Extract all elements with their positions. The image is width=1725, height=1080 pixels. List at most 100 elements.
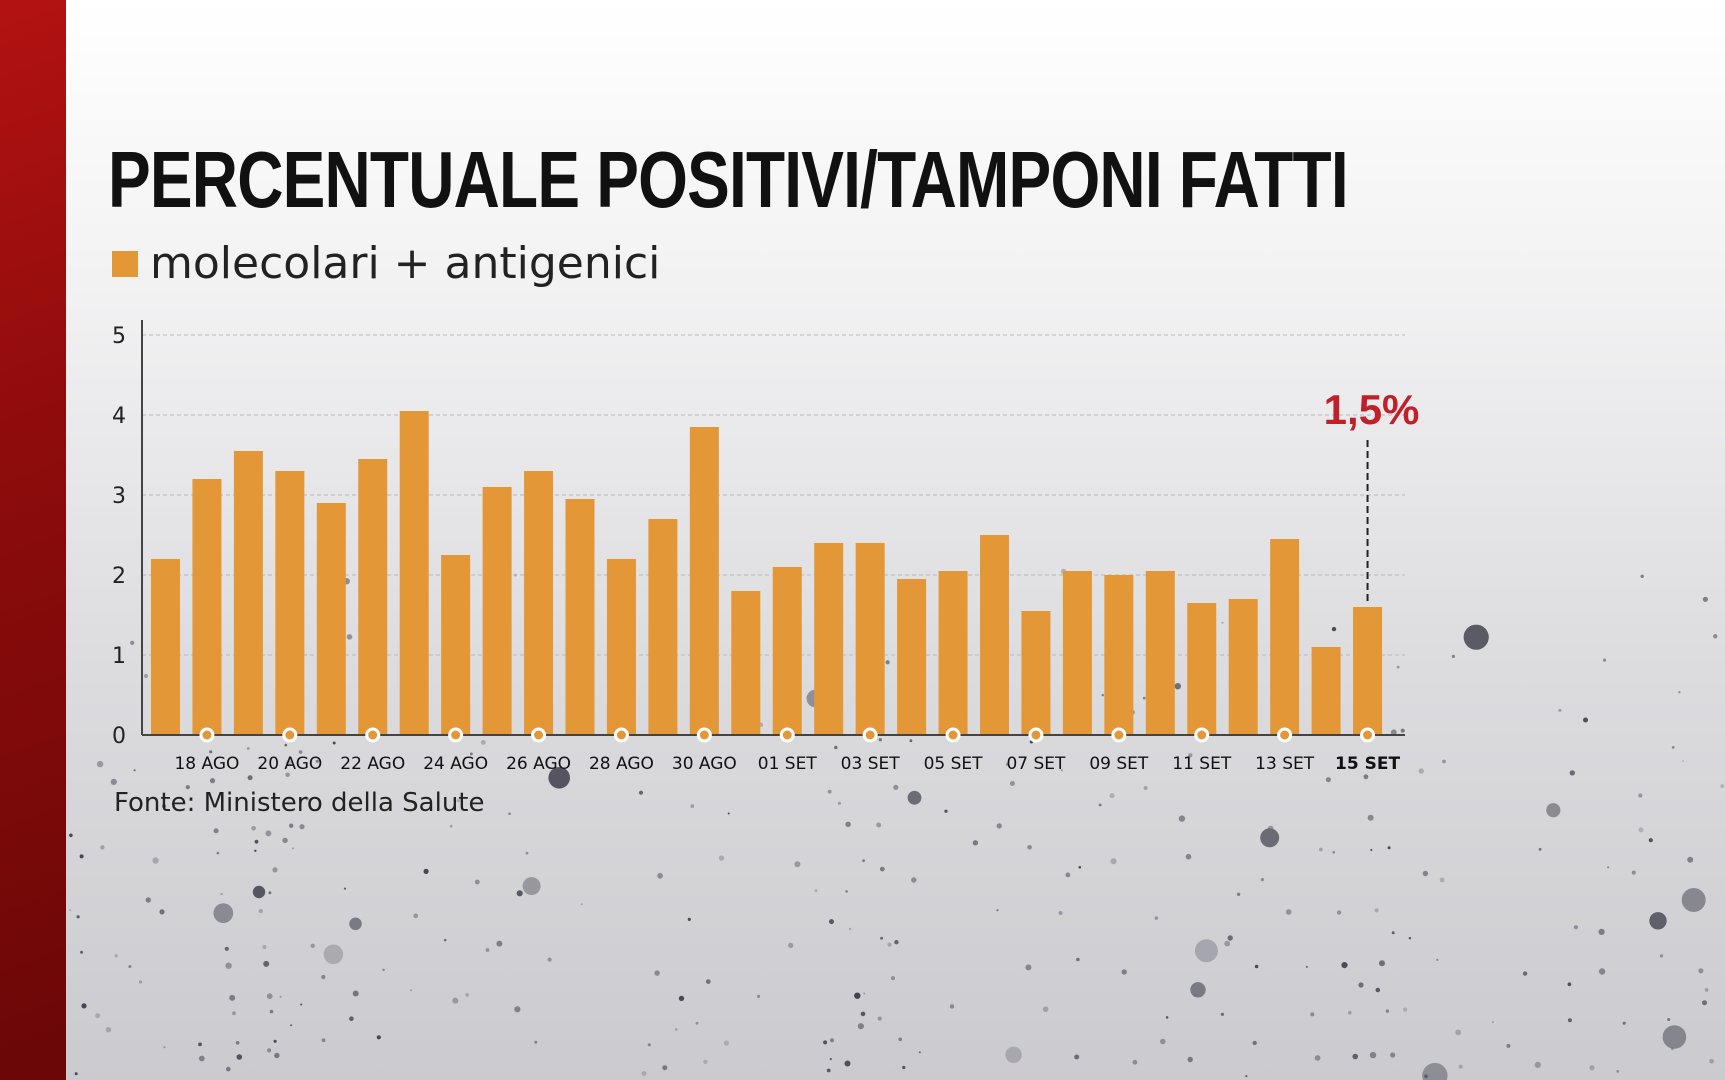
speckle xyxy=(1058,911,1063,915)
speckle xyxy=(409,989,413,992)
y-tick-label: 0 xyxy=(112,724,126,749)
speckle xyxy=(1422,1062,1448,1080)
speckle xyxy=(1702,1000,1707,1006)
speckle xyxy=(268,891,272,895)
speckle xyxy=(1667,1018,1671,1021)
speckle xyxy=(1558,708,1562,712)
x-tick-label: 28 AGO xyxy=(589,754,654,774)
speckle xyxy=(1252,1040,1257,1046)
bar xyxy=(316,503,346,735)
speckle xyxy=(996,909,999,912)
speckle xyxy=(1442,759,1446,764)
speckle xyxy=(641,1071,647,1076)
bar xyxy=(814,543,844,735)
speckle xyxy=(1078,866,1082,869)
speckle xyxy=(236,1054,243,1060)
speckle xyxy=(823,1040,828,1045)
speckle xyxy=(198,1055,205,1062)
speckle xyxy=(757,994,760,998)
bar xyxy=(441,555,471,735)
speckle xyxy=(788,942,794,949)
speckle xyxy=(1160,1038,1166,1045)
bar xyxy=(358,459,388,735)
speckle xyxy=(508,812,511,815)
speckle xyxy=(79,854,84,859)
bar xyxy=(192,479,222,735)
speckle xyxy=(161,804,167,809)
speckle xyxy=(1375,987,1381,993)
speckle xyxy=(1418,768,1425,774)
speckle xyxy=(705,979,711,984)
bar xyxy=(524,471,554,735)
speckle xyxy=(1648,838,1653,843)
speckle xyxy=(209,750,213,754)
y-tick-label: 1 xyxy=(112,644,126,669)
x-tick-marker xyxy=(1194,727,1210,743)
x-tick-marker xyxy=(365,727,381,743)
speckle xyxy=(1224,940,1231,947)
speckle xyxy=(548,767,570,789)
speckle xyxy=(690,804,695,808)
speckle xyxy=(1678,691,1681,694)
speckle xyxy=(1005,762,1010,767)
x-tick-marker xyxy=(1360,727,1376,743)
speckle xyxy=(845,821,851,827)
speckle xyxy=(269,1009,274,1014)
bar xyxy=(151,559,180,735)
speckle xyxy=(878,738,882,742)
bar xyxy=(1021,611,1051,735)
speckle xyxy=(1671,746,1675,749)
speckle xyxy=(1720,784,1725,788)
speckle xyxy=(323,944,344,965)
speckle xyxy=(894,940,899,945)
speckle xyxy=(657,872,663,879)
speckle xyxy=(443,938,447,942)
x-tick-label: 15 SET xyxy=(1335,754,1400,774)
speckle xyxy=(1110,858,1117,865)
speckle xyxy=(163,1046,166,1049)
speckle xyxy=(1709,1059,1714,1064)
bar xyxy=(1228,599,1258,735)
bar xyxy=(399,411,429,735)
speckle xyxy=(292,847,294,850)
speckle xyxy=(580,903,583,906)
speckle xyxy=(449,824,453,828)
speckle xyxy=(299,824,305,830)
speckle xyxy=(247,775,253,781)
speckle xyxy=(1227,935,1233,941)
speckle xyxy=(305,797,309,801)
speckle xyxy=(1458,1064,1463,1069)
bar xyxy=(1270,539,1300,735)
bar xyxy=(1187,603,1217,735)
speckle xyxy=(273,1039,277,1043)
annotation-label: 1,5% xyxy=(1324,386,1420,433)
speckle xyxy=(638,790,644,795)
speckle xyxy=(1379,960,1385,967)
speckle xyxy=(267,1048,272,1053)
speckle xyxy=(209,778,216,784)
speckle xyxy=(877,1016,882,1021)
bar xyxy=(1145,571,1175,735)
speckle xyxy=(343,887,347,890)
speckle xyxy=(860,1011,866,1017)
speckle xyxy=(213,903,234,923)
speckle xyxy=(1300,756,1303,759)
bar xyxy=(233,451,263,735)
speckle xyxy=(1390,1052,1396,1058)
speckle xyxy=(1098,803,1102,807)
speckle xyxy=(262,945,267,949)
speckle xyxy=(1451,654,1455,659)
speckle xyxy=(654,970,660,976)
speckle xyxy=(1221,621,1224,624)
bar xyxy=(1353,607,1383,735)
speckle xyxy=(863,992,866,995)
speckle xyxy=(1607,866,1610,869)
speckle xyxy=(647,1043,651,1047)
speckle xyxy=(794,861,801,868)
x-tick-label: 20 AGO xyxy=(257,754,322,774)
bar xyxy=(1062,571,1092,735)
bar xyxy=(938,571,968,735)
speckle xyxy=(827,789,832,794)
speckle xyxy=(349,917,362,931)
x-tick-marker xyxy=(696,727,712,743)
